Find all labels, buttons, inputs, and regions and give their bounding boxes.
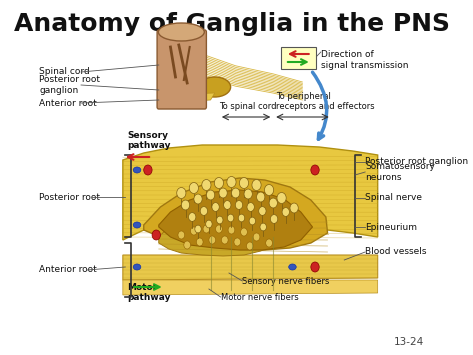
Text: Motor
pathway: Motor pathway [127,283,170,302]
Circle shape [177,187,186,198]
Ellipse shape [158,23,204,41]
Polygon shape [123,145,377,240]
Circle shape [239,178,249,189]
Ellipse shape [199,77,231,97]
Circle shape [189,182,199,193]
Circle shape [209,236,216,244]
Circle shape [228,214,234,222]
Polygon shape [159,93,215,103]
Circle shape [311,165,319,175]
Circle shape [246,242,253,250]
Text: Sensory
pathway: Sensory pathway [127,131,170,150]
Text: Anterior root: Anterior root [39,98,97,108]
Circle shape [221,236,228,244]
Circle shape [264,185,274,196]
Text: Anterior root: Anterior root [39,266,97,274]
Circle shape [260,223,266,231]
Circle shape [252,180,261,191]
Text: Motor nerve fibers: Motor nerve fibers [220,294,298,302]
Circle shape [227,176,236,187]
Circle shape [271,215,278,223]
Text: Blood vessels: Blood vessels [365,247,427,257]
Circle shape [203,225,210,233]
Circle shape [247,203,254,211]
FancyBboxPatch shape [157,30,206,109]
Circle shape [249,217,255,225]
Text: Anatomy of Ganglia in the PNS: Anatomy of Ganglia in the PNS [14,12,450,36]
Circle shape [189,213,196,222]
Circle shape [144,165,152,175]
Circle shape [244,189,252,199]
Circle shape [196,238,203,246]
Circle shape [269,198,277,208]
Text: Posterior root
ganglion: Posterior root ganglion [39,75,100,95]
Circle shape [231,188,240,198]
Text: Spinal nerve: Spinal nerve [365,193,422,202]
Text: Epineurium: Epineurium [365,223,417,231]
Ellipse shape [133,167,141,173]
Circle shape [238,214,245,222]
Circle shape [241,228,247,236]
Circle shape [228,226,235,234]
Polygon shape [123,280,377,295]
Circle shape [311,262,319,272]
Text: Posterior root ganglion: Posterior root ganglion [365,158,468,166]
Ellipse shape [133,222,141,228]
Circle shape [214,178,224,189]
Circle shape [253,233,260,241]
Circle shape [178,231,184,239]
Circle shape [256,192,265,202]
Circle shape [282,208,289,217]
Circle shape [200,207,208,215]
Circle shape [219,188,227,198]
Circle shape [195,225,201,233]
Circle shape [152,230,160,240]
Ellipse shape [133,264,141,270]
Text: Somatosensory
neurons: Somatosensory neurons [365,162,435,182]
Text: 13-24: 13-24 [394,337,424,347]
Text: Sensory nerve fibers: Sensory nerve fibers [242,278,330,286]
Circle shape [184,241,191,249]
Circle shape [266,239,272,247]
Circle shape [235,201,243,209]
Polygon shape [159,190,313,250]
Circle shape [224,201,231,209]
Circle shape [234,238,241,246]
Text: Direction of
signal transmission: Direction of signal transmission [321,50,408,70]
Circle shape [290,203,298,213]
FancyBboxPatch shape [281,47,316,69]
Circle shape [194,194,202,204]
Text: Posterior root: Posterior root [39,192,100,202]
Polygon shape [159,220,278,256]
Circle shape [206,220,212,228]
Text: To spinal cord: To spinal cord [219,102,276,111]
Polygon shape [144,178,327,250]
Circle shape [216,225,222,233]
Circle shape [206,190,215,200]
Circle shape [259,207,266,215]
Circle shape [181,200,190,210]
Text: To peripheral
receptors and effectors: To peripheral receptors and effectors [276,92,374,111]
Circle shape [191,227,197,235]
Circle shape [277,192,286,203]
Circle shape [212,203,219,211]
Circle shape [217,216,223,224]
Ellipse shape [289,264,296,270]
Text: Spinal cord: Spinal cord [39,67,90,76]
Circle shape [202,180,211,191]
Polygon shape [123,255,377,280]
